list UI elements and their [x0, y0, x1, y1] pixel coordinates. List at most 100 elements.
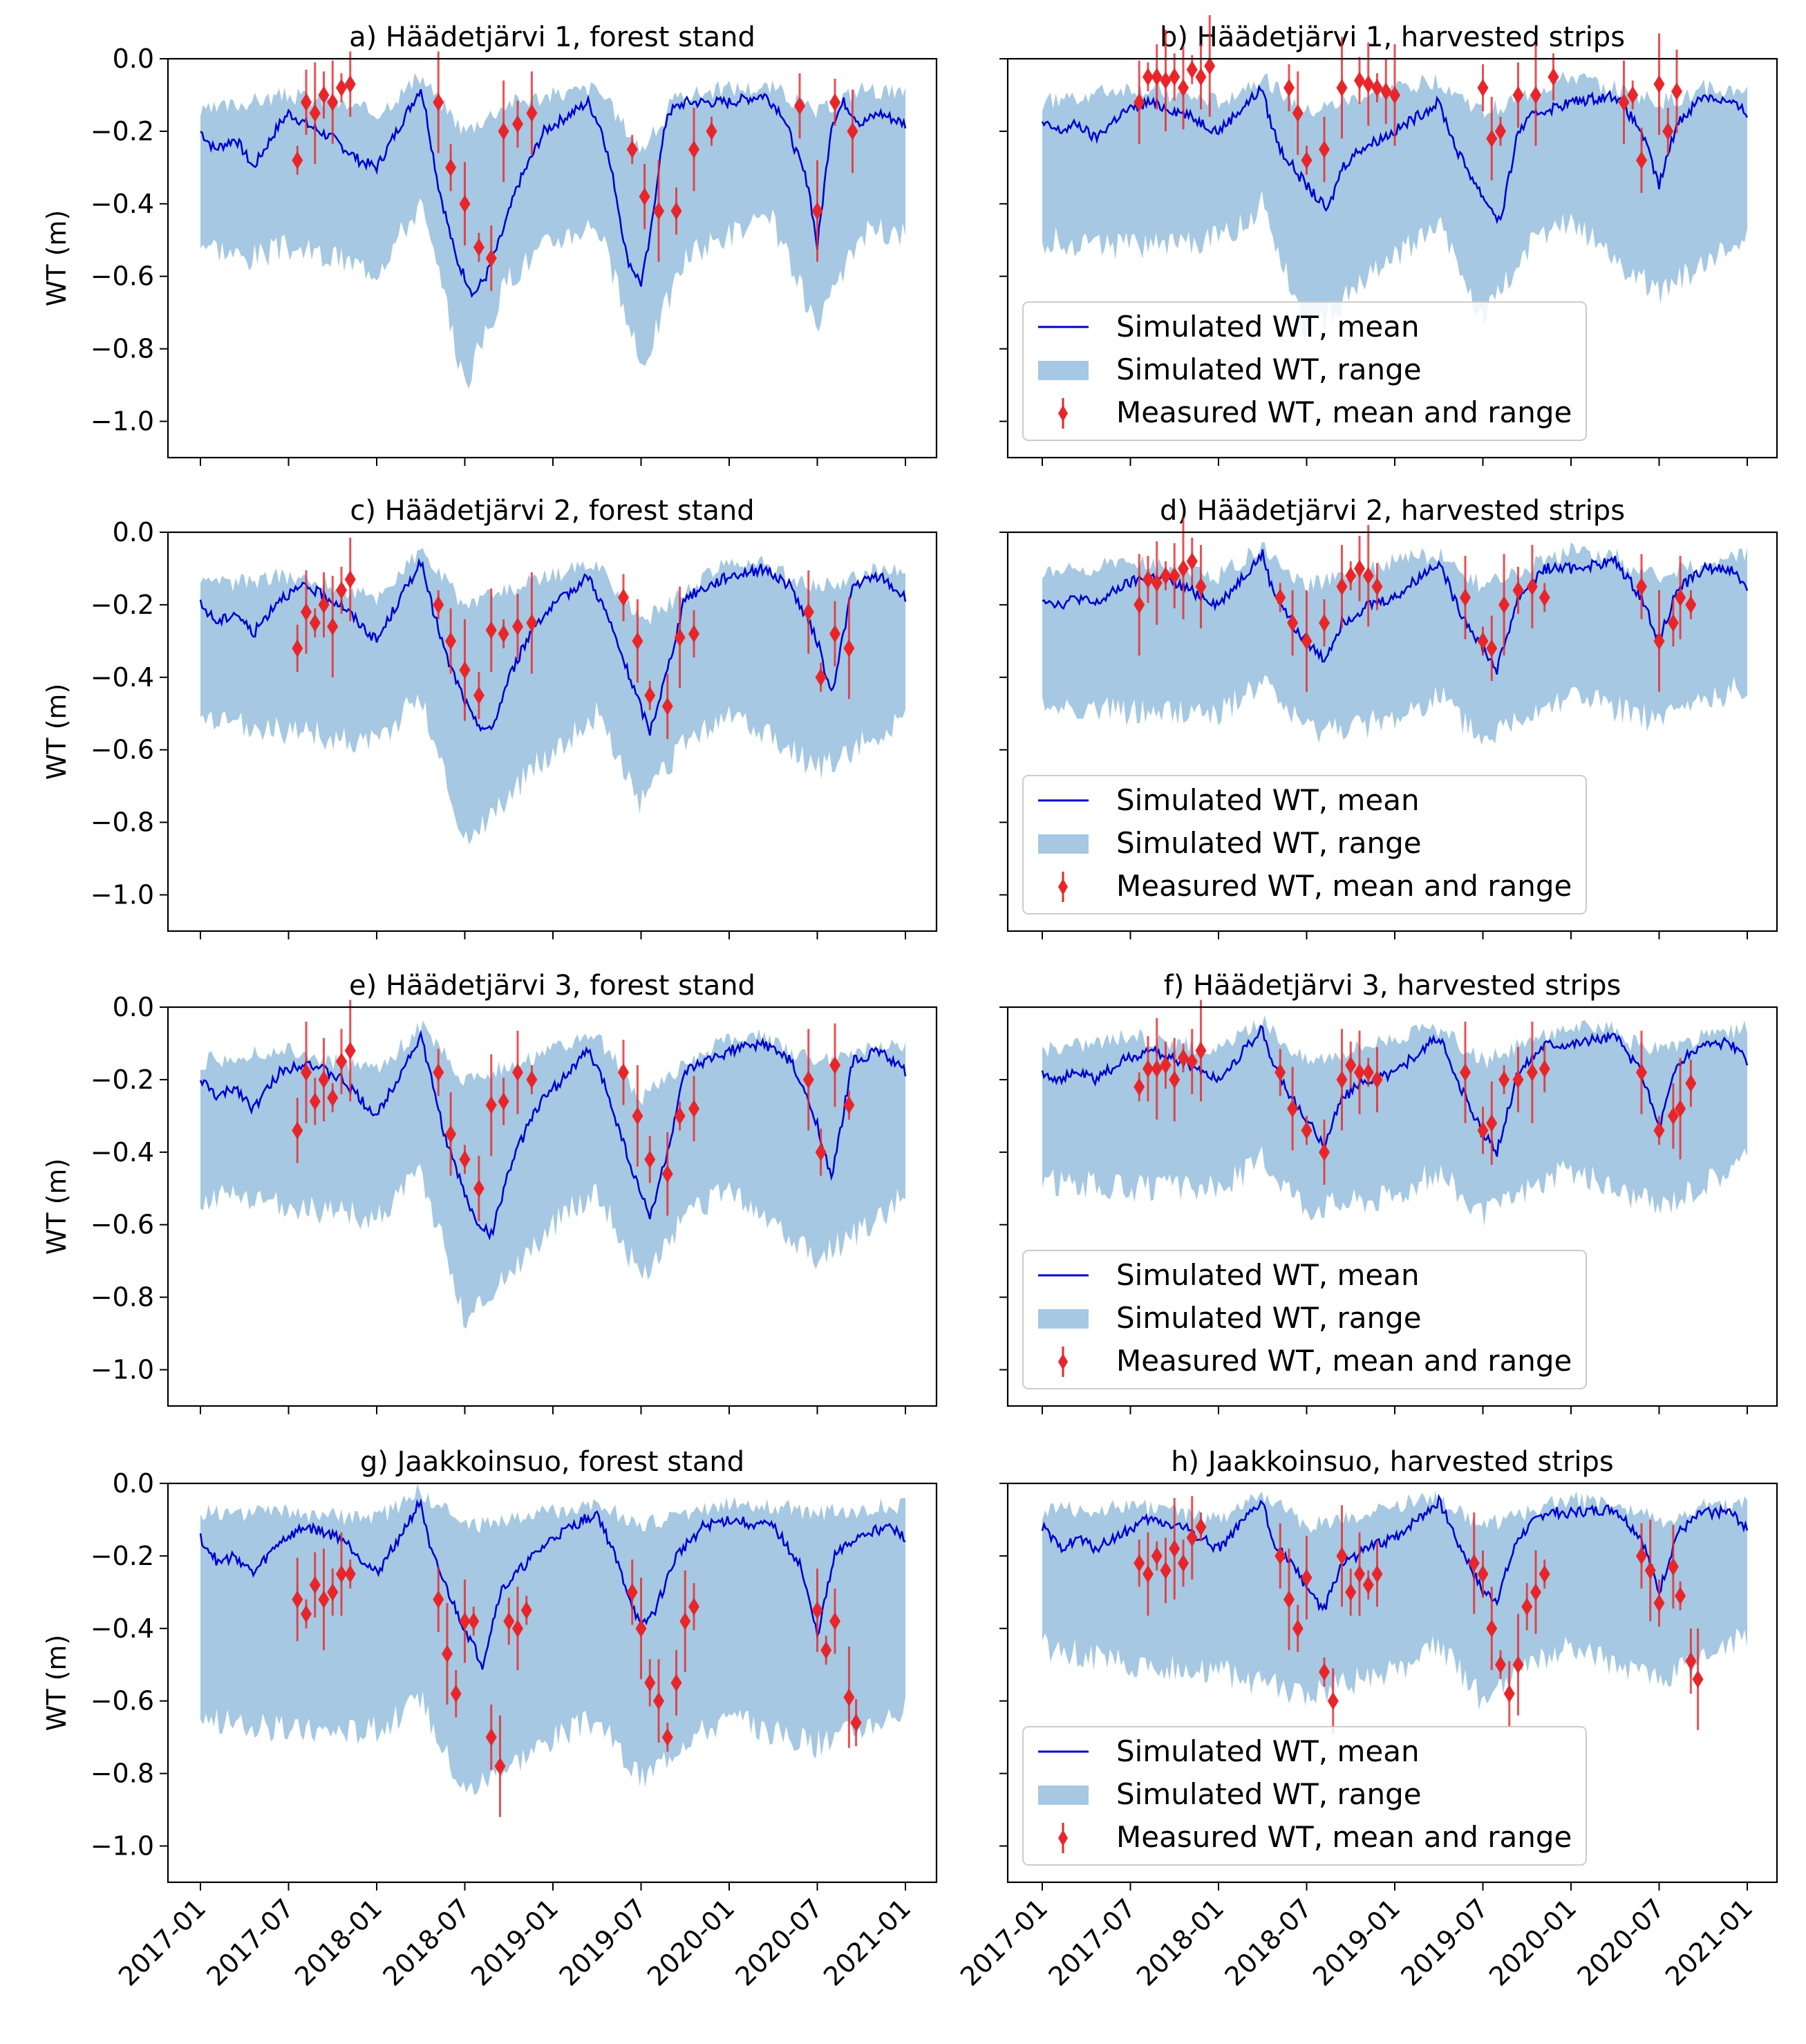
y-tick-label: −0.6 [91, 1210, 154, 1240]
panel-c: c) Häädetjärvi 2, forest stand 0.0 −0.2 −0.… [41, 495, 938, 939]
measured-point [1675, 588, 1686, 607]
measured-point [292, 1590, 303, 1609]
panel-d: d) Häädetjärvi 2, harvested strips Simula… [999, 495, 1778, 939]
panel-title: b) Häädetjärvi 1, harvested strips [1160, 21, 1625, 53]
measured-point [1662, 122, 1674, 140]
measured-point [1336, 1546, 1348, 1565]
measured-point [843, 1688, 855, 1707]
x-tick-label: 2017-01 [113, 1893, 211, 1991]
measured-point [1380, 82, 1392, 101]
measured-point [706, 122, 717, 140]
measured-point [445, 158, 457, 177]
measured-point [1186, 1052, 1198, 1071]
measured-point [344, 1565, 356, 1584]
measured-point [1362, 1063, 1374, 1082]
measured-point [1653, 632, 1665, 650]
measured-point [1389, 86, 1400, 104]
measured-point [1327, 1691, 1339, 1710]
measured-point [688, 1597, 699, 1616]
y-tick-label: 0.0 [113, 992, 154, 1022]
measured-point [498, 1092, 509, 1111]
y-tick-label: −0.8 [91, 807, 154, 838]
measured-point [1460, 588, 1471, 607]
mean-line [199, 1498, 906, 1670]
measured-point [1178, 559, 1189, 578]
measured-point [1178, 78, 1189, 97]
measured-point [485, 249, 497, 268]
measured-point [1653, 1121, 1665, 1140]
measured-point [1503, 1685, 1515, 1703]
measured-point [820, 1641, 832, 1660]
measured-point [1530, 86, 1541, 104]
measured-point [445, 1125, 457, 1143]
y-tick-label: 0.0 [113, 44, 154, 74]
measured-point [1512, 86, 1524, 104]
legend-box [1022, 1250, 1587, 1389]
measured-point [1134, 1078, 1145, 1096]
measured-point [1667, 614, 1679, 632]
measured-point [1169, 68, 1181, 86]
measured-point [1477, 632, 1489, 650]
measured-point [811, 202, 823, 221]
measured-point [433, 595, 444, 614]
measured-point [1319, 614, 1330, 632]
measured-point [336, 1565, 347, 1584]
measured-point [618, 588, 629, 607]
measured-point [1345, 1583, 1357, 1602]
legend-measured-label: Measured WT, mean and range [1116, 1344, 1572, 1378]
legend-box [1022, 301, 1587, 441]
measured-point [344, 75, 356, 93]
legend-mean-label: Simulated WT, mean [1116, 783, 1420, 817]
measured-point [292, 639, 303, 657]
measured-point [336, 581, 347, 599]
measured-point [512, 617, 523, 636]
measured-point [1362, 75, 1374, 93]
measured-point [485, 1096, 497, 1114]
measured-point [1283, 78, 1295, 97]
axes-frame [1006, 57, 1778, 459]
legend-range-swatch [1038, 1309, 1089, 1329]
mean-line [199, 1029, 907, 1241]
measured-point [327, 1089, 339, 1107]
measured-point [661, 1165, 673, 1183]
measured-point [1142, 1060, 1154, 1078]
measured-point [473, 686, 485, 705]
measured-point [1477, 1121, 1489, 1140]
measured-point [1530, 1583, 1541, 1602]
measured-point [485, 621, 497, 639]
measured-point [1169, 566, 1181, 585]
measured-point [1169, 1070, 1181, 1089]
measured-point [1486, 1619, 1498, 1638]
measured-point [802, 1070, 814, 1089]
legend-range-label: Simulated WT, range [1116, 1301, 1422, 1335]
measured-point [644, 686, 656, 705]
measured-point [1301, 1568, 1313, 1587]
legend-measured-swatch [1058, 1830, 1068, 1846]
measured-point [450, 1685, 462, 1703]
measured-point [1636, 1063, 1647, 1082]
measured-point [1160, 71, 1172, 90]
panel-title: h) Jaakkoinsuo, harvested strips [1171, 1446, 1614, 1478]
measured-point [626, 1583, 638, 1602]
measured-point [1274, 1063, 1286, 1082]
legend-box [1022, 1726, 1587, 1866]
measured-point [1618, 93, 1630, 111]
y-tick-label: −1.0 [91, 1355, 154, 1385]
legend-measured-label: Measured WT, mean and range [1116, 869, 1572, 903]
range-band [1042, 542, 1747, 746]
panel-g: g) Jaakkoinsuo, forest stand 0.0 −0.2 −0.4 −… [41, 1446, 938, 1992]
legend-range-swatch [1038, 1785, 1089, 1805]
legend-range-label: Simulated WT, range [1116, 1777, 1422, 1811]
measured-point [811, 1601, 823, 1620]
axes-frame [1006, 1482, 1778, 1884]
measured-point [635, 1619, 647, 1638]
y-tick-label: −1.0 [91, 406, 154, 437]
range-band [200, 1020, 905, 1329]
panel-title: c) Häädetjärvi 2, forest stand [350, 495, 754, 527]
legend-mean-label: Simulated WT, mean [1116, 310, 1420, 344]
measured-point [485, 1728, 497, 1747]
measured-point [1512, 581, 1524, 599]
measured-point [1671, 82, 1682, 101]
measured-point [1468, 1554, 1480, 1573]
measured-point [1151, 68, 1163, 86]
